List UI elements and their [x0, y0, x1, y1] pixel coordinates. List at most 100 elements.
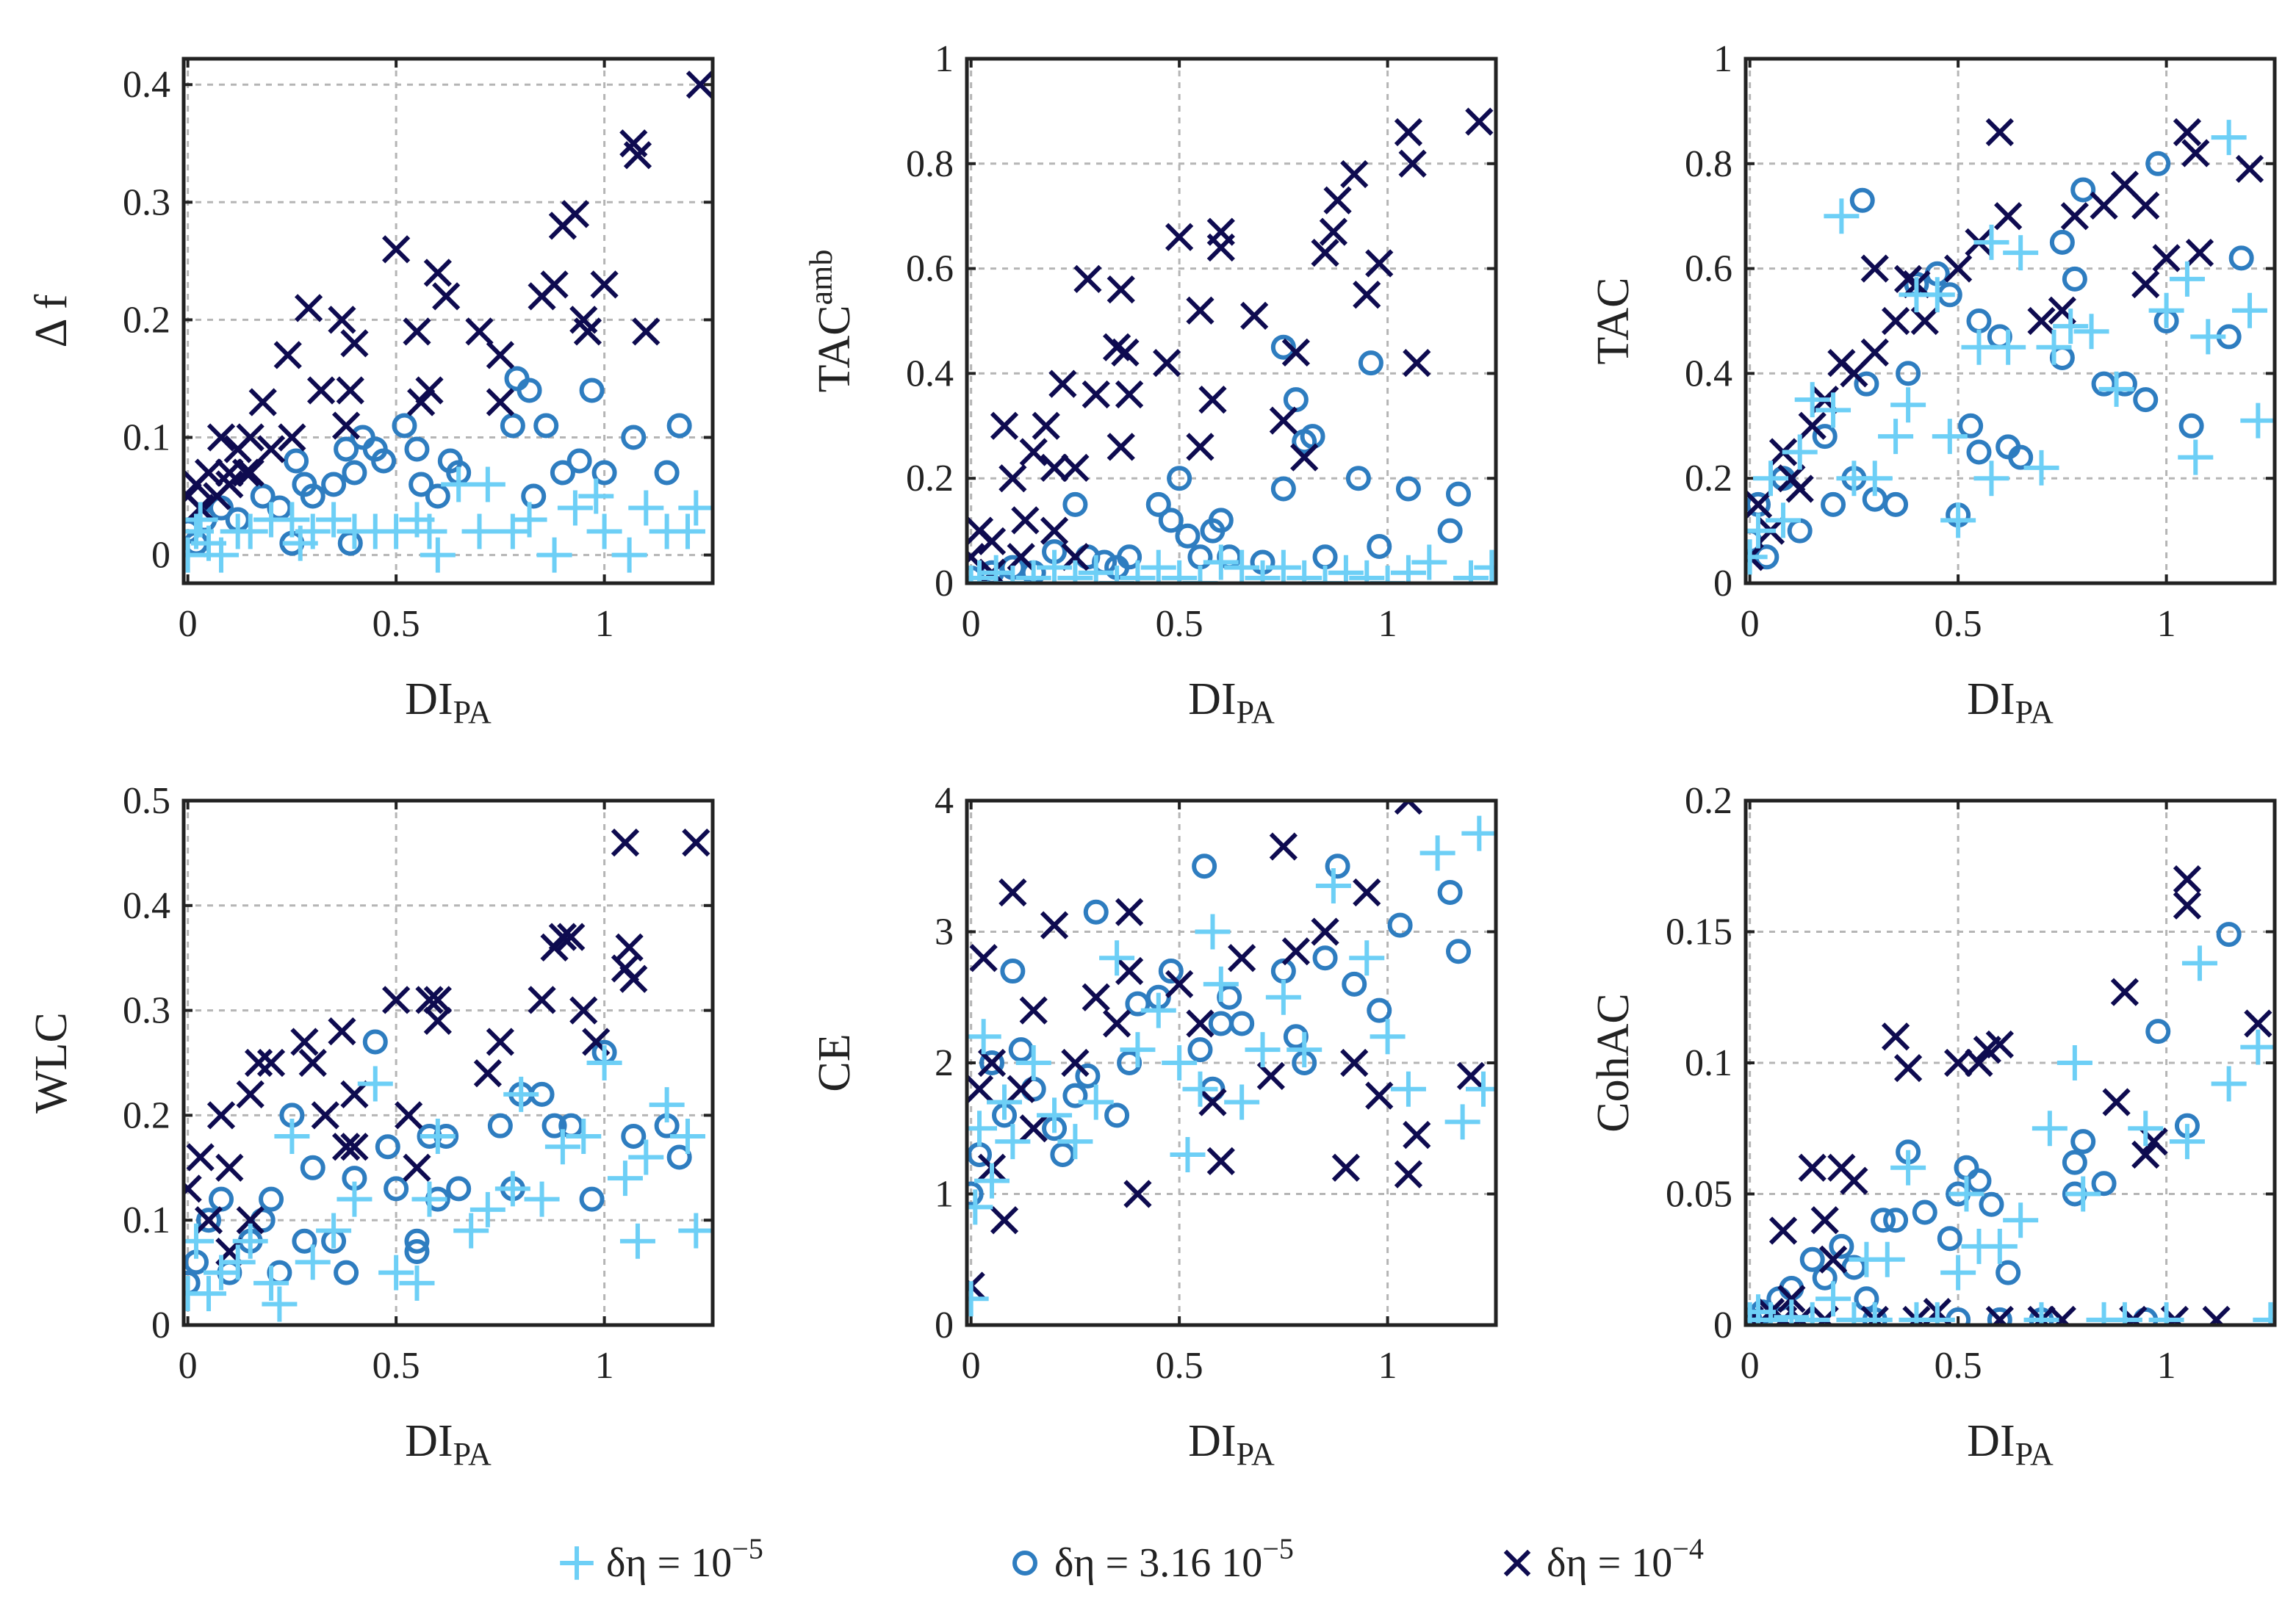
markers — [967, 801, 1496, 1317]
plus-point — [1162, 1045, 1198, 1080]
x-axis-label-main: DI — [1967, 1416, 2015, 1466]
y-tick-label: 0.3 — [123, 990, 170, 1032]
circle-point — [1821, 491, 1846, 517]
y-axis-label-superscript: amb — [803, 250, 839, 306]
cross-point — [1206, 217, 1235, 246]
cross-point — [569, 996, 598, 1025]
circle-point — [579, 1186, 605, 1212]
circle-point — [404, 1239, 430, 1265]
subplot-5: 0 0.5 1 0 1 2 3 4 DIPA CE — [810, 780, 1498, 1472]
circle-point — [666, 413, 692, 439]
cross-point — [423, 986, 452, 1014]
cross-point — [1323, 186, 1352, 214]
plus-point — [1370, 1019, 1406, 1055]
plus-point — [262, 1286, 298, 1322]
markers — [184, 828, 713, 1322]
circle-point — [1270, 476, 1296, 502]
circle-point — [1437, 518, 1463, 544]
cross-point — [1019, 996, 1048, 1025]
circle-point — [1050, 1141, 1076, 1167]
plus-point — [1419, 835, 1455, 871]
cross-point — [336, 376, 364, 405]
x-tick-label: 0 — [179, 603, 198, 645]
cross-point — [1007, 1075, 1035, 1103]
circle-point — [2228, 245, 2254, 271]
circle-point — [1283, 387, 1309, 413]
circle-point — [284, 448, 309, 474]
cross-point — [331, 411, 361, 440]
cross-point — [382, 986, 411, 1014]
cross-point — [415, 986, 444, 1014]
cross-point — [1061, 1048, 1090, 1078]
legend-label-base: δη = 10 — [1547, 1540, 1672, 1586]
circle-point — [337, 530, 363, 556]
cross-point — [328, 1017, 356, 1046]
plus-point — [1878, 419, 1914, 455]
markers — [967, 107, 1496, 583]
circle-point — [250, 483, 276, 509]
plus-point — [1162, 560, 1198, 583]
y-tick-label: 1 — [935, 1174, 954, 1216]
plus-point — [2169, 261, 2205, 297]
cross-point — [1394, 1160, 1423, 1188]
cross-point — [236, 1080, 264, 1108]
cross-point — [1465, 107, 1494, 136]
plus-point — [967, 1019, 1001, 1055]
cross-point — [1365, 249, 1394, 278]
x-axis-label: DIPA — [1967, 674, 2054, 730]
cross-point — [194, 1206, 223, 1235]
cross-point — [278, 423, 306, 452]
circle-point — [1787, 518, 1813, 544]
circle-point — [566, 448, 592, 474]
cross-point — [1881, 1022, 1910, 1051]
cross-point — [1810, 1206, 1839, 1235]
circle-point — [1445, 939, 1471, 964]
x-axis-label-main: DI — [1188, 1416, 1236, 1466]
cross-point — [1228, 944, 1256, 973]
circle-point — [1966, 308, 1992, 333]
cross-point — [236, 458, 264, 487]
cross-point — [1165, 223, 1194, 251]
plus-point — [378, 1255, 414, 1291]
y-tick-label: 3 — [935, 912, 954, 953]
plus-point — [1015, 1045, 1051, 1080]
cross-point — [1394, 801, 1423, 815]
circle-point — [533, 413, 559, 439]
y-tick-label: 0 — [935, 563, 954, 605]
y-tick-label: 0 — [151, 1305, 170, 1346]
x-axis-label-main: DI — [405, 1416, 453, 1466]
cross-point — [395, 1101, 423, 1130]
x-axis-label-main: DI — [1188, 674, 1236, 724]
y-axis-label-main: TAC — [1588, 277, 1638, 364]
plus-point — [1857, 1302, 1893, 1325]
plus-point — [399, 1265, 435, 1301]
cross-point — [1353, 878, 1381, 907]
plus-point — [1078, 1084, 1114, 1120]
circle-point — [1966, 1168, 1992, 1194]
plus-point — [978, 555, 1014, 583]
cross-point — [1040, 911, 1069, 939]
plus-point — [1794, 1302, 1830, 1325]
cross-point — [2152, 244, 2181, 273]
plus-point — [184, 537, 206, 573]
plus-point — [1753, 461, 1789, 497]
circle-point — [2008, 444, 2034, 470]
x-tick-label: 1 — [1378, 1345, 1397, 1387]
cross-point — [298, 1048, 327, 1078]
plus-point — [1315, 868, 1351, 904]
circle-point — [1812, 424, 1838, 450]
cross-point — [998, 878, 1027, 907]
plus-point — [1307, 566, 1343, 583]
y-axis-label: CE — [810, 1033, 860, 1091]
plus-point — [461, 513, 497, 549]
circle-point — [1937, 1226, 1962, 1252]
circle-point — [1167, 466, 1192, 491]
cross-point — [1910, 306, 1939, 336]
cross-point — [1111, 338, 1140, 367]
plus-point — [1099, 566, 1135, 583]
circle-point — [1192, 854, 1217, 879]
circle-point — [1954, 1155, 1979, 1180]
cross-point — [1019, 438, 1048, 466]
plus-point — [2053, 308, 2089, 344]
cross-point — [306, 376, 336, 405]
